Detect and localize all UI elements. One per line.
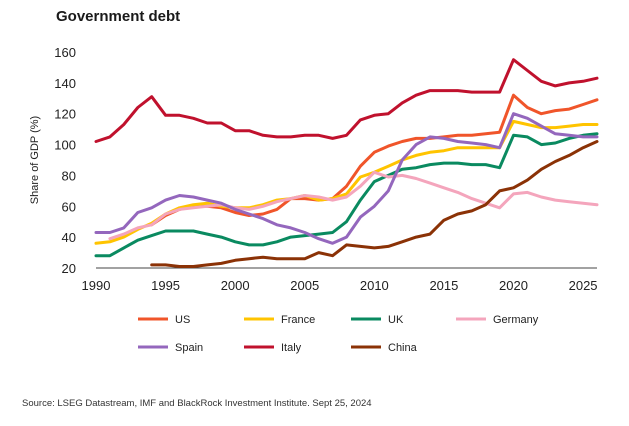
x-tick-label: 2025 [569,278,598,293]
legend-label-china: China [388,342,418,354]
y-tick-label: 140 [54,76,76,91]
series-line-spain [94,112,599,245]
x-tick-label: 2020 [499,278,528,293]
x-tick-label: 2000 [221,278,250,293]
chart-title: Government debt [56,8,181,25]
y-axis-label: Share of GDP (%) [29,116,41,204]
legend-label-spain: Spain [175,342,203,354]
chart-legend: US France UK Germany Spain Italy China [138,314,539,354]
y-tick-label: 20 [62,261,76,276]
y-tick-label: 100 [54,138,76,153]
legend-label-italy: Italy [281,342,302,354]
source-note: Source: LSEG Datastream, IMF and BlackRo… [22,398,372,409]
series-line-italy [94,58,599,143]
legend-label-uk: UK [388,314,404,326]
series-line-china [150,140,599,268]
series-line-france [94,119,599,245]
y-tick-label: 40 [62,230,76,245]
series-line-us [150,93,599,227]
legend-label-us: US [175,314,190,326]
x-tick-label: 2010 [360,278,389,293]
series-line-germany [108,170,599,241]
y-tick-label: 120 [54,107,76,122]
y-tick-label: 60 [62,199,76,214]
x-tick-label: 2015 [429,278,458,293]
chart-series [94,58,599,268]
y-tick-label: 80 [62,168,76,183]
chart-axes: 20 40 60 80 100 120 140 160 1990 1995 2000 2005 2010… [29,45,598,293]
legend-label-france: France [281,314,315,326]
x-tick-label: 2005 [290,278,319,293]
x-tick-label: 1995 [151,278,180,293]
series-line-uk [94,132,599,258]
y-tick-label: 160 [54,45,76,60]
legend-label-germany: Germany [493,314,539,326]
x-tick-label: 1990 [82,278,111,293]
